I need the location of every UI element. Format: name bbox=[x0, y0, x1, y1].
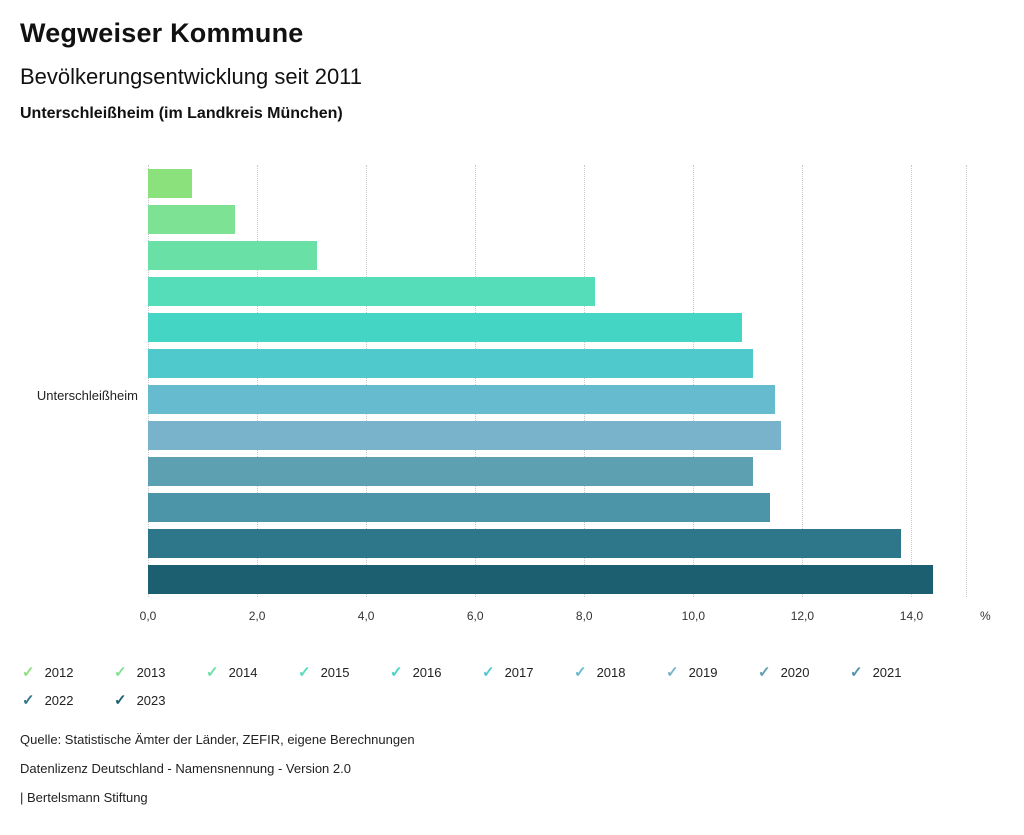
legend-year-label: 2018 bbox=[596, 665, 626, 680]
legend-item-2017[interactable]: ✓ 2017 bbox=[482, 665, 574, 680]
x-tick-label: 12,0 bbox=[790, 609, 815, 623]
plot-column: 0,0 2,0 4,0 6,0 8,0 10,0 12,0 14,0% bbox=[140, 165, 991, 625]
chart-legend: ✓ 2012 ✓ 2013 ✓ 2014 ✓ 2015 ✓ 2016 ✓ 2017 ✓ 2018 ✓ 2019… bbox=[20, 665, 1004, 708]
legend-year-label: 2017 bbox=[504, 665, 534, 680]
gridline bbox=[584, 165, 586, 597]
bar-row-2018 bbox=[148, 381, 966, 417]
bar-2018[interactable] bbox=[148, 384, 776, 414]
legend-item-2020[interactable]: ✓ 2020 bbox=[758, 665, 850, 680]
bar-row-2023 bbox=[148, 561, 966, 597]
bar-row-2013 bbox=[148, 201, 966, 237]
bar-row-2019 bbox=[148, 417, 966, 453]
check-icon: ✓ bbox=[666, 664, 679, 681]
gridline bbox=[693, 165, 695, 597]
check-icon: ✓ bbox=[574, 664, 587, 681]
y-axis-label: Unterschleißheim bbox=[36, 387, 138, 403]
check-icon: ✓ bbox=[390, 664, 403, 681]
x-tick-label: 4,0 bbox=[357, 609, 375, 623]
x-axis-unit-label: % bbox=[980, 609, 991, 623]
legend-item-2015[interactable]: ✓ 2015 bbox=[298, 665, 390, 680]
bar-2014[interactable] bbox=[148, 240, 318, 270]
x-tick-label: 2,0 bbox=[248, 609, 266, 623]
x-tick-label: 6,0 bbox=[466, 609, 484, 623]
plot-area bbox=[148, 165, 967, 597]
bar-2023[interactable] bbox=[148, 564, 934, 594]
check-icon: ✓ bbox=[22, 664, 35, 681]
footer: Quelle: Statistische Ämter der Länder, Z… bbox=[20, 732, 1004, 805]
bar-row-2016 bbox=[148, 309, 966, 345]
bar-row-2022 bbox=[148, 525, 966, 561]
bar-row-2015 bbox=[148, 273, 966, 309]
x-tick-label: 10,0 bbox=[681, 609, 706, 623]
license-line: Datenlizenz Deutschland - Namensnennung … bbox=[20, 761, 351, 776]
legend-item-2018[interactable]: ✓ 2018 bbox=[574, 665, 666, 680]
bar-2016[interactable] bbox=[148, 312, 743, 342]
x-tick-label: 8,0 bbox=[575, 609, 593, 623]
source-line: Quelle: Statistische Ämter der Länder, Z… bbox=[20, 732, 415, 747]
y-axis: Unterschleißheim bbox=[20, 165, 148, 625]
legend-item-2012[interactable]: ✓ 2012 bbox=[22, 665, 114, 680]
legend-year-label: 2023 bbox=[136, 693, 166, 708]
x-axis: 0,0 2,0 4,0 6,0 8,0 10,0 12,0 14,0% bbox=[140, 609, 991, 625]
legend-year-label: 2014 bbox=[228, 665, 258, 680]
gridline bbox=[257, 165, 259, 597]
check-icon: ✓ bbox=[206, 664, 219, 681]
gridline bbox=[475, 165, 477, 597]
legend-item-2016[interactable]: ✓ 2016 bbox=[390, 665, 482, 680]
legend-item-2023[interactable]: ✓ 2023 bbox=[114, 693, 206, 708]
chart-subtitle-region: Unterschleißheim (im Landkreis München) bbox=[20, 105, 343, 122]
legend-year-label: 2021 bbox=[872, 665, 902, 680]
legend-year-label: 2015 bbox=[320, 665, 350, 680]
bar-2012[interactable] bbox=[148, 168, 192, 198]
bar-row-2021 bbox=[148, 489, 966, 525]
bar-2019[interactable] bbox=[148, 420, 781, 450]
check-icon: ✓ bbox=[114, 692, 127, 709]
gridline bbox=[911, 165, 913, 597]
bar-2020[interactable] bbox=[148, 456, 754, 486]
bar-2021[interactable] bbox=[148, 492, 770, 522]
page: Wegweiser Kommune Bevölkerungsentwicklun… bbox=[20, 18, 1004, 805]
bar-row-2014 bbox=[148, 237, 966, 273]
x-tick-label: 0,0 bbox=[139, 609, 157, 623]
legend-year-label: 2013 bbox=[136, 665, 166, 680]
chart-title: Bevölkerungsentwicklung seit 2011 bbox=[20, 64, 363, 89]
check-icon: ✓ bbox=[298, 664, 311, 681]
legend-year-label: 2022 bbox=[44, 693, 74, 708]
gridline bbox=[148, 165, 149, 597]
legend-year-label: 2016 bbox=[412, 665, 442, 680]
legend-item-2013[interactable]: ✓ 2013 bbox=[114, 665, 206, 680]
legend-item-2019[interactable]: ✓ 2019 bbox=[666, 665, 758, 680]
legend-year-label: 2019 bbox=[688, 665, 718, 680]
gridline bbox=[966, 165, 967, 597]
bar-2015[interactable] bbox=[148, 276, 596, 306]
bar-row-2012 bbox=[148, 165, 966, 201]
x-tick-label: 14,0 bbox=[899, 609, 924, 623]
bar-2017[interactable] bbox=[148, 348, 754, 378]
legend-year-label: 2012 bbox=[44, 665, 74, 680]
bar-chart: Unterschleißheim 0,0 2,0 4,0 6,0 8,0 10,0 12,0… bbox=[20, 165, 1004, 625]
check-icon: ✓ bbox=[758, 664, 771, 681]
bar-2022[interactable] bbox=[148, 528, 901, 558]
legend-year-label: 2020 bbox=[780, 665, 810, 680]
legend-item-2014[interactable]: ✓ 2014 bbox=[206, 665, 298, 680]
legend-item-2021[interactable]: ✓ 2021 bbox=[850, 665, 942, 680]
attribution-line: | Bertelsmann Stiftung bbox=[20, 790, 148, 805]
check-icon: ✓ bbox=[850, 664, 863, 681]
bar-row-2020 bbox=[148, 453, 966, 489]
app-title: Wegweiser Kommune bbox=[20, 18, 304, 48]
bar-2013[interactable] bbox=[148, 204, 236, 234]
check-icon: ✓ bbox=[482, 664, 495, 681]
gridline bbox=[366, 165, 368, 597]
check-icon: ✓ bbox=[114, 664, 127, 681]
gridline bbox=[802, 165, 804, 597]
bar-row-2017 bbox=[148, 345, 966, 381]
legend-item-2022[interactable]: ✓ 2022 bbox=[22, 693, 114, 708]
check-icon: ✓ bbox=[22, 692, 35, 709]
